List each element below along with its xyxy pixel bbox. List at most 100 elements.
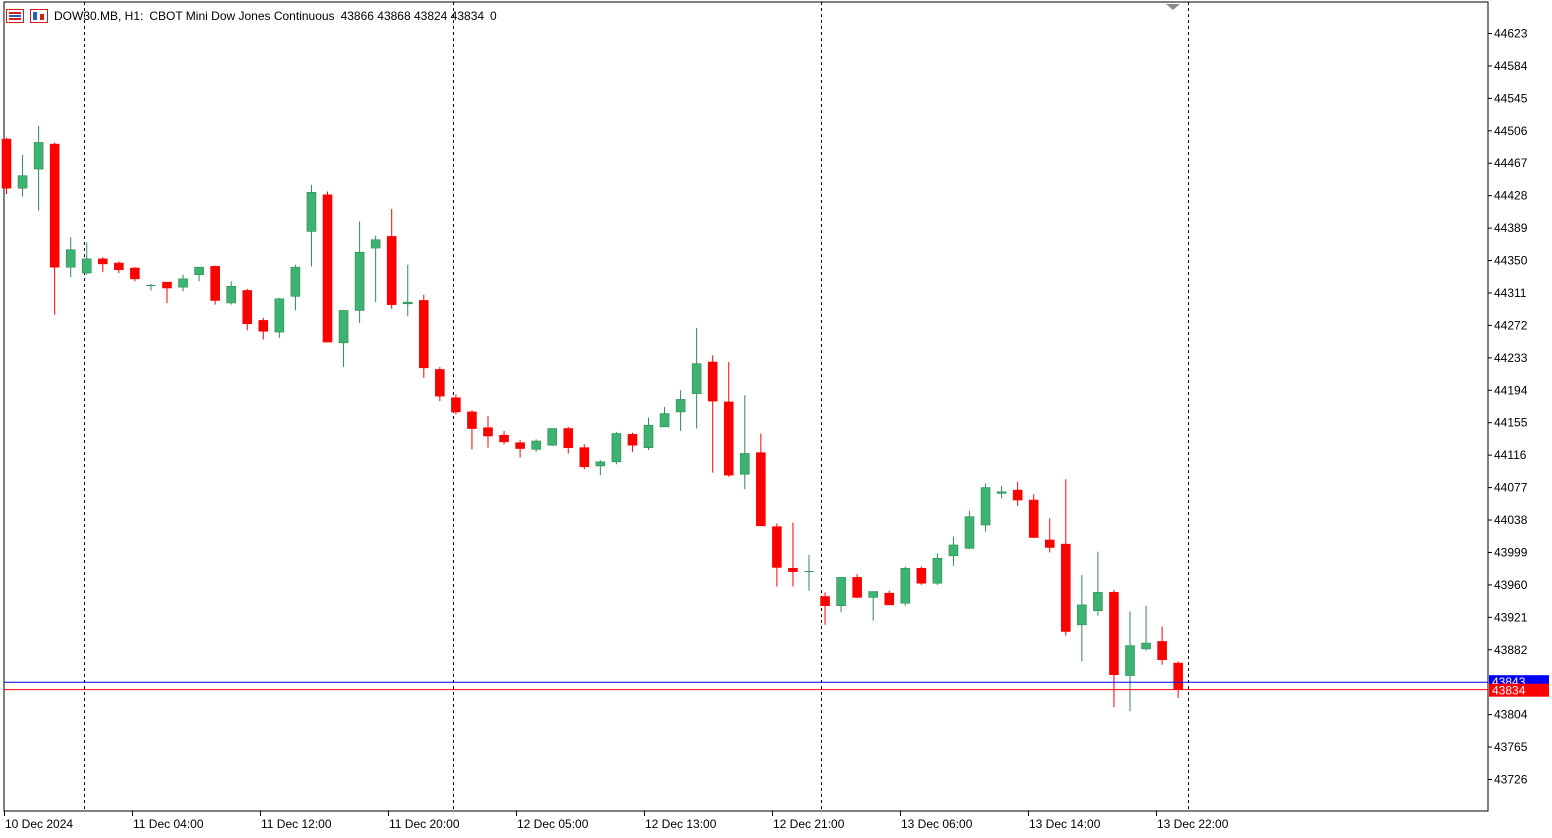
candle[interactable] [258, 317, 269, 340]
candle[interactable] [499, 431, 509, 445]
candle[interactable] [435, 366, 445, 402]
candle-body [595, 461, 606, 467]
candle[interactable] [611, 431, 622, 465]
candle[interactable] [226, 281, 236, 305]
candle[interactable] [659, 406, 670, 428]
candle[interactable] [772, 523, 782, 587]
candle[interactable] [900, 566, 911, 606]
candle[interactable] [884, 590, 895, 606]
candle[interactable] [804, 554, 814, 591]
candle[interactable] [65, 237, 76, 278]
candle[interactable] [1044, 518, 1055, 553]
candle[interactable] [242, 288, 253, 331]
candle-body [980, 487, 991, 526]
candle[interactable] [836, 577, 846, 613]
candle-body [932, 557, 943, 584]
candle[interactable] [932, 553, 943, 585]
candle[interactable] [1028, 494, 1039, 538]
candle[interactable] [1157, 626, 1167, 665]
time-axis[interactable]: 10 Dec 2024 11 Dec 04:00 11 Dec 12:00 11 De… [4, 811, 1229, 831]
candle[interactable] [980, 483, 991, 532]
candle[interactable] [338, 310, 349, 367]
candle[interactable] [643, 417, 654, 451]
price-label: 44428 [1494, 189, 1528, 203]
candle[interactable] [1061, 479, 1071, 636]
candle[interactable] [114, 261, 124, 274]
candle[interactable] [49, 142, 60, 315]
candle[interactable] [194, 266, 204, 282]
candle[interactable] [210, 265, 220, 305]
candle[interactable] [306, 184, 317, 267]
candle[interactable] [354, 221, 365, 323]
candle[interactable] [178, 274, 188, 292]
candle[interactable] [81, 242, 92, 275]
price-label: 43726 [1494, 773, 1528, 787]
candle[interactable] [788, 522, 798, 587]
price-axis[interactable]: 44623 44584 44545 44506 44467 44428 44389 44350… [1488, 27, 1549, 787]
candle[interactable] [563, 426, 574, 454]
candle[interactable] [1141, 605, 1151, 651]
candle[interactable] [130, 267, 140, 282]
candle[interactable] [1173, 661, 1183, 698]
candle-body [499, 434, 509, 443]
candle[interactable] [451, 394, 461, 415]
candle[interactable] [467, 410, 477, 450]
candle-body [659, 413, 670, 428]
candles-group[interactable] [1, 125, 1183, 712]
candle[interactable] [33, 125, 44, 211]
candle[interactable] [1, 137, 12, 195]
candle[interactable] [948, 536, 959, 566]
candle[interactable] [1125, 611, 1135, 712]
chart-menu-icon[interactable] [6, 9, 24, 23]
candle-body [756, 452, 766, 527]
candle[interactable] [483, 416, 493, 448]
candle[interactable] [820, 592, 830, 625]
candle[interactable] [1012, 481, 1023, 506]
candle[interactable] [595, 460, 606, 476]
candle[interactable] [756, 433, 766, 527]
candle[interactable] [579, 444, 590, 470]
time-label: 13 Dec 22:00 [1157, 817, 1229, 831]
candle[interactable] [531, 439, 541, 452]
candle[interactable] [547, 428, 558, 447]
trading-icon[interactable] [30, 9, 48, 23]
candle[interactable] [418, 294, 429, 378]
candle[interactable] [402, 264, 413, 317]
candle[interactable] [852, 574, 862, 599]
time-label: 11 Dec 12:00 [261, 817, 332, 831]
candle-body [1173, 662, 1183, 690]
candle[interactable] [146, 283, 156, 291]
candle[interactable] [162, 281, 172, 303]
candle[interactable] [868, 591, 879, 621]
candle[interactable] [964, 510, 975, 550]
candle[interactable] [17, 154, 28, 197]
candle-body [386, 236, 397, 305]
candle[interactable] [691, 327, 702, 429]
candle-body [1141, 642, 1151, 650]
candle[interactable] [515, 440, 525, 458]
candle[interactable] [1077, 574, 1087, 662]
candle[interactable] [290, 264, 301, 311]
candle[interactable] [370, 235, 381, 303]
price-label: 44272 [1494, 318, 1528, 332]
candle[interactable] [916, 566, 927, 585]
candle[interactable] [996, 485, 1007, 499]
chart-shift-marker-icon[interactable] [1166, 4, 1180, 10]
current-price-text: 43834 [1492, 684, 1526, 698]
candle[interactable] [675, 390, 686, 432]
candle[interactable] [274, 297, 285, 338]
candle[interactable] [723, 362, 734, 477]
candle-body [290, 266, 301, 297]
candle[interactable] [386, 208, 397, 309]
candle[interactable] [322, 191, 333, 343]
candle[interactable] [1093, 551, 1103, 616]
candle[interactable] [707, 355, 718, 473]
candle[interactable] [739, 395, 750, 490]
candle-body [33, 142, 44, 170]
candle[interactable] [98, 257, 108, 273]
candle[interactable] [1109, 589, 1119, 708]
time-label: 12 Dec 05:00 [517, 817, 589, 831]
candle[interactable] [627, 432, 638, 452]
